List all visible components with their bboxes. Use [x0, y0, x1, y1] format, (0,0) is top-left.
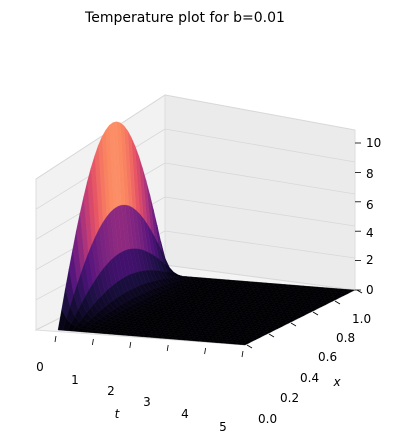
- grid-line: [54, 335, 57, 343]
- t-tick-label: 2: [107, 384, 115, 398]
- grid-line: [268, 333, 275, 338]
- grid-line: [334, 300, 341, 305]
- grid-line: [356, 289, 363, 294]
- grid-line: [164, 94, 356, 131]
- t-tick-label: 1: [71, 373, 79, 387]
- grid-line: [164, 230, 356, 259]
- grid-line: [164, 196, 356, 227]
- x-tick-label: 0.4: [300, 371, 319, 385]
- grid-line: [312, 311, 319, 316]
- grid-line: [204, 347, 206, 355]
- z-tick-label: 2: [366, 253, 374, 267]
- grid-line: [246, 344, 253, 349]
- grid-line: [129, 341, 132, 349]
- surface-plot: [57, 121, 356, 346]
- t-tick-label: 0: [36, 360, 44, 374]
- x-tick-label: 1.0: [352, 312, 371, 326]
- grid-line: [35, 94, 166, 180]
- t-tick-label: 5: [219, 420, 227, 434]
- grid-line: [164, 128, 356, 163]
- grid-line: [166, 344, 169, 352]
- x-tick-label: 0.2: [280, 391, 299, 405]
- x-tick-labels: 0.0 0.2 0.4 0.6 0.8 1.0: [258, 312, 371, 426]
- t-tick-label: 4: [181, 407, 189, 421]
- grid-line: [164, 264, 356, 291]
- x-tick-label: 0.8: [336, 331, 355, 345]
- grid-line: [164, 162, 356, 195]
- x-axis-label: x: [332, 375, 341, 389]
- t-axis-label: t: [115, 407, 121, 421]
- surface-patch: [239, 342, 250, 346]
- t-tick-labels: 0 1 2 3 4 5: [36, 360, 227, 434]
- z-tick-label: 4: [366, 226, 374, 240]
- grid-line: [92, 338, 94, 346]
- grid-line: [290, 322, 297, 327]
- x-tick-label: 0.6: [318, 350, 337, 364]
- back-pane-right: [164, 94, 356, 291]
- chart-title: Temperature plot for b=0.01: [84, 10, 285, 26]
- grid-line: [241, 350, 244, 358]
- t-tick-label: 3: [143, 395, 151, 409]
- z-tick-labels: 0 2 4 6 8 10: [366, 136, 381, 297]
- axis-ticks: [54, 142, 363, 358]
- z-tick-label: 6: [366, 198, 374, 212]
- z-tick-label: 10: [366, 136, 381, 150]
- z-tick-label: 0: [366, 283, 374, 297]
- z-tick-label: 8: [366, 167, 374, 181]
- x-tick-label: 0.0: [258, 412, 277, 426]
